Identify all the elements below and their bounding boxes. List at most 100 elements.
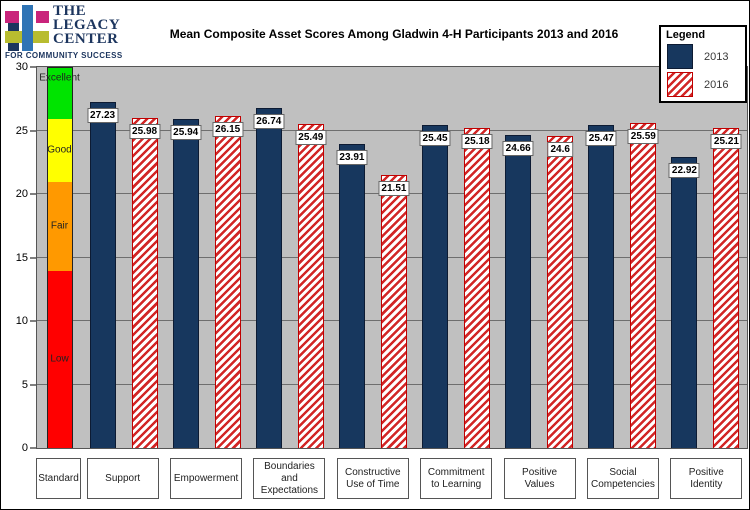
y-tick-mark [30, 384, 36, 385]
y-tick-label: 15 [15, 251, 28, 264]
y-tick-mark [30, 257, 36, 258]
standard-band-label: Fair [50, 220, 69, 232]
logo-weave-icon [5, 5, 49, 51]
category-label-line: Standard [38, 472, 79, 484]
y-tick-mark [30, 66, 36, 68]
bar-value-label: 25.21 [710, 133, 742, 149]
legend-label: 2016 [704, 78, 729, 91]
logo-magenta-right [36, 11, 49, 23]
standard-band-low: Low [47, 270, 72, 448]
bar-2013-6: 24.66 [502, 134, 534, 448]
bar-value-label: 26.15 [212, 121, 244, 137]
legend-title: Legend [666, 29, 706, 41]
category-label-box: Commitment to Learning [420, 458, 493, 499]
standard-band-label: Good [47, 144, 72, 156]
bar-value-label: 22.92 [668, 162, 700, 178]
gridline [37, 129, 747, 131]
bar-2013-1: 27.23 [87, 102, 119, 448]
x-label-slot: Empowerment [164, 458, 247, 499]
legend-row: 2016 [667, 72, 745, 97]
column-support: 27.23 25.98 [82, 67, 165, 448]
y-tick-mark [30, 193, 36, 195]
legend: Legend 2013 2016 [659, 25, 747, 103]
category-label-box: Support [86, 458, 159, 499]
bar-value-label: 25.59 [627, 129, 659, 145]
category-label-line: Boundaries and [264, 460, 315, 484]
bar-value-label: 25.94 [170, 124, 202, 140]
column-positive-identity: 22.92 25.21 [664, 67, 747, 448]
logo-tagline: FOR COMMUNITY SUCCESS [5, 51, 123, 60]
bar-2016-1: 25.98 [129, 118, 161, 448]
x-axis-labels: Standard Support Empowerment Boundaries and… [36, 458, 748, 499]
column-boundaries-and-expectations: 26.74 25.49 [248, 67, 331, 448]
x-label-slot: Constructive Use of Time [331, 458, 414, 499]
x-label-slot: Support [81, 458, 164, 499]
y-tick-label: 30 [15, 61, 28, 73]
chart-area: 0 5 10 15 20 25 30 Excellent Good Fair Low 27.23 25… [16, 61, 748, 499]
bar-value-label: 26.74 [253, 114, 285, 130]
bar-2016-4: 21.51 [378, 174, 410, 448]
y-tick-label: 25 [15, 124, 28, 137]
legend-items: 2013 2016 [666, 44, 745, 97]
bar-2013-7: 25.47 [585, 124, 617, 448]
y-tick-mark [30, 447, 36, 449]
bar-2016-6: 24.6 [547, 135, 574, 448]
category-label-line: Expectations [260, 484, 319, 496]
logo-wordmark: THE LEGACY CENTER [53, 4, 120, 47]
bar-value-label: 25.45 [419, 130, 451, 146]
category-label-box: Positive Values [503, 458, 576, 499]
y-tick-mark [30, 320, 36, 322]
bar-2016-2: 26.15 [212, 115, 244, 448]
column-constructive-use-of-time: 23.91 21.51 [331, 67, 414, 448]
category-label-line: Values [524, 478, 555, 490]
y-tick-label: 5 [21, 378, 28, 391]
category-label-box: Constructive Use of Time [336, 458, 409, 499]
category-label-line: Positive [522, 466, 558, 478]
bar-2013-8: 22.92 [668, 156, 700, 448]
category-label-box: Empowerment [170, 458, 243, 499]
x-label-slot: Positive Identity [665, 458, 748, 499]
category-label-box: Standard [36, 458, 81, 499]
category-label-line: Social [609, 466, 637, 478]
standard-band-good: Good [47, 118, 72, 182]
logo-blue-bar [22, 5, 33, 51]
bar-2013-2: 25.94 [170, 118, 202, 448]
category-label-line: Identity [690, 478, 723, 490]
column-commitment-to-learning: 25.45 25.18 [415, 67, 498, 448]
legend-row: 2013 [667, 44, 745, 69]
category-label-line: Positive [688, 466, 724, 478]
standard-band-label: Excellent [39, 72, 80, 84]
bar-2016-7: 25.59 [627, 123, 659, 448]
column-social-competencies: 25.47 25.59 [581, 67, 664, 448]
x-label-slot: Boundaries and Expectations [248, 458, 331, 499]
bar-columns: Excellent Good Fair Low 27.23 25.98 25.94 26.15… [37, 67, 747, 448]
logo-magenta-left [5, 11, 19, 23]
category-label-box: Social Competencies [586, 458, 659, 499]
standard-band-label: Low [50, 353, 69, 365]
bar-value-label: 25.18 [461, 134, 493, 150]
category-label-line: Use of Time [346, 478, 400, 490]
category-label-line: Commitment [427, 466, 485, 478]
legend-swatch-2016 [667, 72, 693, 97]
column-positive-values: 24.66 24.6 [498, 67, 581, 448]
legend-swatch-2013 [667, 44, 693, 69]
bar-2016-5: 25.18 [461, 128, 493, 448]
category-label-box: Boundaries and Expectations [253, 458, 326, 499]
bar-2013-4: 23.91 [336, 144, 368, 448]
standard-scale-bar: Excellent Good Fair Low [39, 67, 80, 448]
bar-2013-3: 26.74 [253, 108, 285, 448]
bar-value-label: 24.66 [502, 140, 534, 156]
category-label-box: Positive Identity [670, 458, 743, 499]
bar-value-label: 24.6 [547, 141, 573, 157]
chart-title: Mean Composite Asset Scores Among Gladwi… [169, 27, 619, 41]
y-tick-mark [30, 130, 36, 131]
bar-2013-5: 25.45 [419, 124, 451, 448]
y-tick-label: 10 [15, 315, 28, 327]
bar-value-label: 23.91 [336, 150, 368, 166]
x-label-slot: Standard [36, 458, 81, 499]
bar-value-label: 21.51 [378, 180, 410, 196]
bar-value-label: 27.23 [87, 108, 119, 124]
column-empowerment: 25.94 26.15 [165, 67, 248, 448]
standard-band-excellent: Excellent [39, 68, 80, 119]
